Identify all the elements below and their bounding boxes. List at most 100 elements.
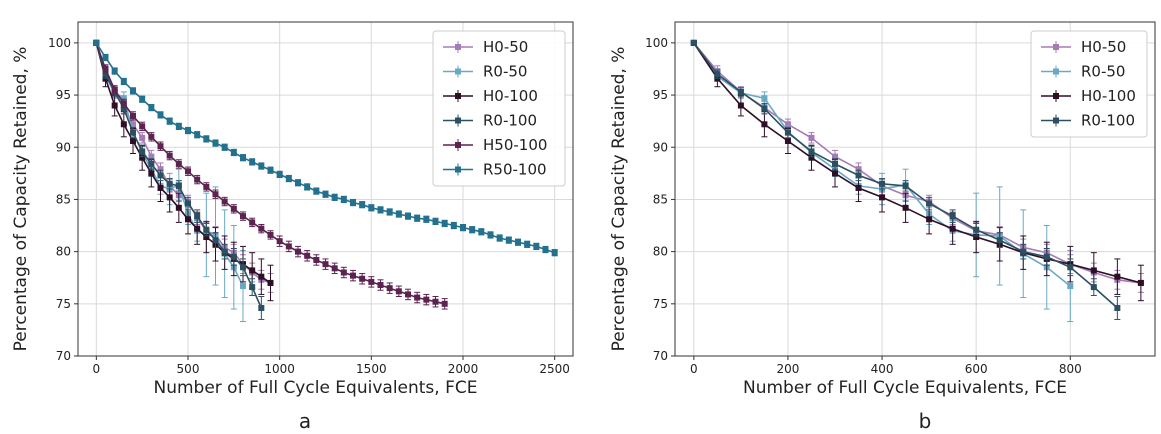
data-point — [1020, 248, 1027, 255]
data-point — [157, 172, 164, 179]
legend-item: H50-100 — [443, 136, 547, 154]
data-point — [102, 65, 109, 72]
legend-item: H0-50 — [443, 38, 528, 56]
data-point — [130, 137, 136, 144]
legend-label: H0-50 — [483, 38, 528, 56]
x-axis-label: Number of Full Cycle Equivalents, FCE — [153, 378, 477, 398]
data-point — [460, 224, 466, 231]
legend: H0-50 R0-50 H0-100 R0-100 H50-100 R50-100 — [432, 30, 566, 187]
data-point — [221, 144, 228, 151]
data-point — [832, 170, 838, 177]
y-tick-label: 95 — [653, 88, 668, 102]
y-tick-label: 75 — [653, 297, 668, 311]
plot-frame — [674, 21, 1156, 357]
legend-item: R50-100 — [443, 161, 547, 179]
y-tick-label: 100 — [645, 36, 668, 50]
data-point — [1043, 253, 1050, 260]
data-point — [148, 153, 155, 160]
data-point — [1137, 279, 1144, 286]
data-point — [185, 216, 191, 223]
data-point — [441, 300, 448, 307]
data-point — [157, 166, 164, 173]
data-point — [478, 228, 485, 235]
series-h0-100 — [93, 39, 274, 302]
y-tick-label: 80 — [56, 245, 71, 259]
data-point — [441, 220, 448, 227]
data-point — [331, 265, 338, 272]
data-point — [139, 148, 146, 155]
legend-marker — [455, 166, 461, 173]
data-point — [784, 121, 791, 128]
legend-label: H50-100 — [483, 136, 547, 154]
y-tick-label: 90 — [56, 140, 71, 154]
data-point — [395, 288, 402, 295]
data-point — [902, 182, 909, 189]
data-point — [386, 208, 393, 215]
legend-label: R50-100 — [483, 161, 547, 179]
data-point — [175, 182, 182, 189]
legend-marker — [455, 142, 461, 148]
legend-marker — [455, 117, 461, 124]
data-point — [203, 234, 210, 241]
x-tick-label: 1500 — [356, 362, 387, 376]
y-tick-label: 85 — [56, 192, 71, 206]
x-tick-label: 2000 — [448, 362, 479, 376]
y-tick-label: 70 — [653, 349, 668, 363]
data-point — [276, 238, 283, 245]
data-point — [267, 231, 274, 238]
data-point — [185, 127, 191, 134]
data-point — [157, 184, 164, 191]
y-tick-label: 95 — [56, 88, 71, 102]
legend-item: R0-50 — [443, 63, 527, 81]
plot-frame — [77, 21, 574, 357]
data-point — [879, 180, 886, 187]
panel-label: b — [919, 409, 932, 433]
series-r0-100 — [93, 39, 265, 320]
y-tick-label: 80 — [653, 245, 668, 259]
panel-label: a — [299, 409, 311, 433]
data-point — [102, 54, 109, 61]
data-point — [212, 140, 219, 147]
data-point — [761, 121, 768, 128]
data-point — [926, 200, 933, 207]
data-point — [120, 95, 127, 102]
data-point — [295, 179, 301, 186]
data-point — [240, 283, 246, 290]
data-point — [194, 176, 201, 183]
data-point — [285, 175, 292, 182]
data-point — [469, 226, 476, 233]
data-point — [784, 129, 791, 136]
data-point — [690, 39, 697, 46]
data-point — [276, 171, 283, 178]
x-tick-label: 200 — [776, 362, 799, 376]
data-point — [130, 87, 136, 94]
data-point — [230, 253, 237, 260]
data-point — [784, 137, 791, 144]
data-point — [737, 102, 744, 109]
data-point — [230, 205, 237, 212]
data-point — [855, 166, 862, 173]
legend-marker — [1053, 93, 1059, 99]
data-point — [331, 194, 338, 201]
data-point — [1067, 264, 1074, 271]
x-tick-label: 500 — [177, 362, 200, 376]
data-point — [258, 225, 265, 232]
legend-marker — [1053, 68, 1059, 75]
series-r0-100 — [690, 39, 1121, 320]
data-point — [194, 131, 201, 138]
legend-label: R0-100 — [1081, 112, 1135, 130]
y-tick-label: 75 — [56, 297, 71, 311]
data-point — [855, 184, 862, 191]
data-point — [203, 183, 210, 190]
data-point — [714, 71, 721, 78]
x-tick-label: 400 — [871, 362, 894, 376]
data-point — [194, 225, 201, 232]
data-point — [304, 183, 311, 190]
data-point — [432, 298, 439, 305]
data-point — [973, 226, 980, 233]
data-point — [249, 284, 256, 291]
data-point — [130, 129, 136, 136]
data-point — [551, 249, 558, 256]
legend-item: R0-100 — [1041, 112, 1135, 130]
data-point — [139, 154, 146, 161]
